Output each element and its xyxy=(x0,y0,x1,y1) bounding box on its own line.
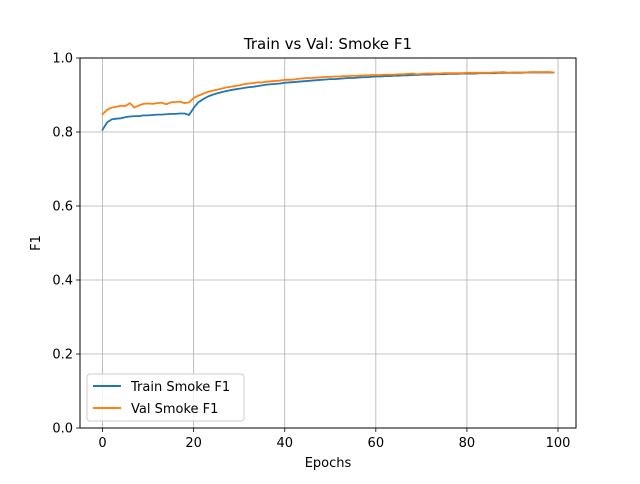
plot-frame xyxy=(79,57,577,429)
x-tick-label: 40 xyxy=(276,436,293,451)
x-tick-label: 60 xyxy=(368,436,385,451)
val-smoke-f1-line xyxy=(101,71,555,116)
axis-ticks: 0 20 40 60 80 100 0.0 0.2 0.4 0.6 0.8 1.0 xyxy=(52,52,570,452)
grid-lines xyxy=(80,57,576,429)
x-tick-label: 20 xyxy=(185,436,202,451)
y-tick-label: 1.0 xyxy=(52,52,73,67)
y-tick-label: 0.4 xyxy=(52,274,73,289)
x-tick-label: 100 xyxy=(546,436,571,451)
x-axis-label: Epochs xyxy=(305,456,352,471)
x-tick-label: 80 xyxy=(459,436,476,451)
y-tick-label: 0.6 xyxy=(52,200,73,215)
legend: Train Smoke F1 Val Smoke F1 xyxy=(86,373,245,422)
y-tick-label: 0.8 xyxy=(52,126,73,141)
y-tick-label: 0.0 xyxy=(52,422,73,437)
legend-label-val: Val Smoke F1 xyxy=(131,402,218,417)
x-tick-label: 0 xyxy=(98,436,106,451)
legend-box xyxy=(86,373,245,422)
series-layer xyxy=(101,71,555,132)
legend-label-train: Train Smoke F1 xyxy=(130,380,230,395)
y-axis-label: F1 xyxy=(29,235,44,251)
y-tick-label: 0.2 xyxy=(52,348,73,363)
chart-title: Train vs Val: Smoke F1 xyxy=(243,35,412,53)
